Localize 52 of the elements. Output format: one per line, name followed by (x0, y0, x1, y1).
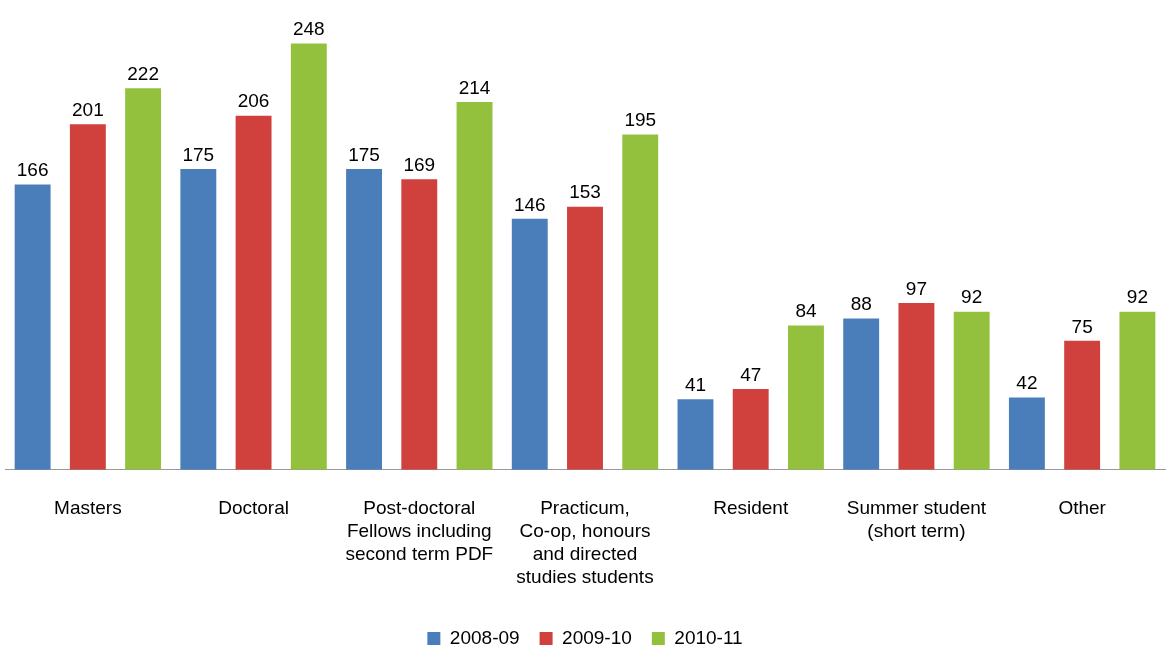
data-label: 248 (292, 18, 325, 40)
legend-label: 2010-11 (674, 626, 743, 648)
bar (511, 218, 548, 470)
bar (622, 134, 659, 470)
data-label: 75 (1071, 315, 1093, 337)
bar (732, 389, 769, 470)
legend-label: 2009-10 (562, 626, 632, 648)
x-tick-label: Summer student (short term) (846, 497, 987, 542)
bar (898, 303, 935, 470)
data-label: 146 (513, 193, 546, 215)
bar (788, 325, 824, 470)
x-tick-label: Resident (713, 497, 789, 519)
bar (235, 115, 272, 470)
bar (1008, 397, 1045, 470)
bar (346, 168, 382, 470)
data-label: 175 (182, 143, 215, 165)
bar (290, 43, 327, 470)
data-label: 41 (684, 374, 707, 396)
legend-label: 2008-09 (449, 626, 520, 648)
bar (567, 206, 603, 470)
data-label: 201 (72, 98, 104, 120)
bar (1119, 311, 1156, 470)
x-tick-label: Doctoral (218, 497, 289, 519)
data-label: 84 (795, 300, 817, 322)
data-label: 92 (961, 286, 983, 308)
data-label: 166 (16, 159, 49, 181)
bar (843, 318, 880, 470)
bar (180, 168, 217, 470)
x-tick-label: Masters (54, 497, 122, 519)
data-label: 153 (569, 181, 601, 203)
bar (456, 101, 493, 470)
bar (401, 179, 438, 470)
x-tick-label: Practicum, Co-op, honours and directed studies students (516, 497, 654, 587)
bar (677, 399, 714, 470)
bar (125, 88, 162, 470)
data-label: 195 (624, 109, 657, 131)
x-tick-label: Post-doctoral Fellows including second term PDF (345, 497, 494, 565)
data-label: 92 (1126, 286, 1148, 308)
x-tick-label: Other (1058, 497, 1107, 519)
data-label: 88 (850, 293, 872, 315)
bar (1064, 340, 1101, 470)
bar (14, 184, 51, 470)
data-label: 214 (458, 76, 491, 98)
data-label: 175 (348, 143, 380, 165)
data-label: 222 (127, 62, 159, 84)
data-label: 206 (237, 90, 270, 112)
bar (953, 311, 990, 470)
data-label: 169 (403, 153, 436, 175)
data-label: 42 (1016, 372, 1038, 394)
data-label: 97 (905, 277, 927, 299)
data-label: 47 (740, 363, 762, 385)
bar (69, 124, 106, 470)
